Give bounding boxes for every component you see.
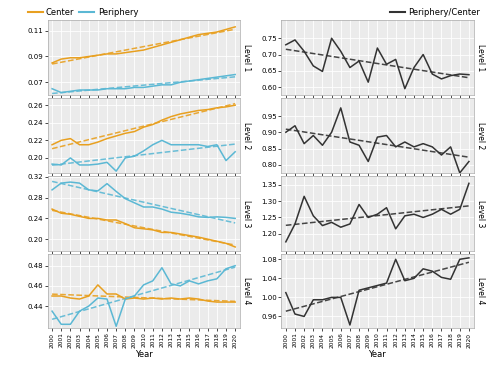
Text: Level 2: Level 2 (242, 122, 251, 149)
Text: Level 1: Level 1 (242, 44, 251, 71)
Text: Level 4: Level 4 (476, 277, 485, 305)
X-axis label: Year: Year (135, 350, 152, 359)
X-axis label: Year: Year (368, 350, 386, 359)
Text: Level 2: Level 2 (476, 122, 485, 149)
Text: Level 3: Level 3 (242, 200, 251, 227)
Legend: Center, Periphery: Center, Periphery (24, 5, 142, 20)
Text: Level 3: Level 3 (476, 200, 485, 227)
Legend: Periphery/Center: Periphery/Center (386, 5, 484, 20)
Text: Level 4: Level 4 (242, 277, 251, 305)
Text: Level 1: Level 1 (476, 44, 485, 71)
